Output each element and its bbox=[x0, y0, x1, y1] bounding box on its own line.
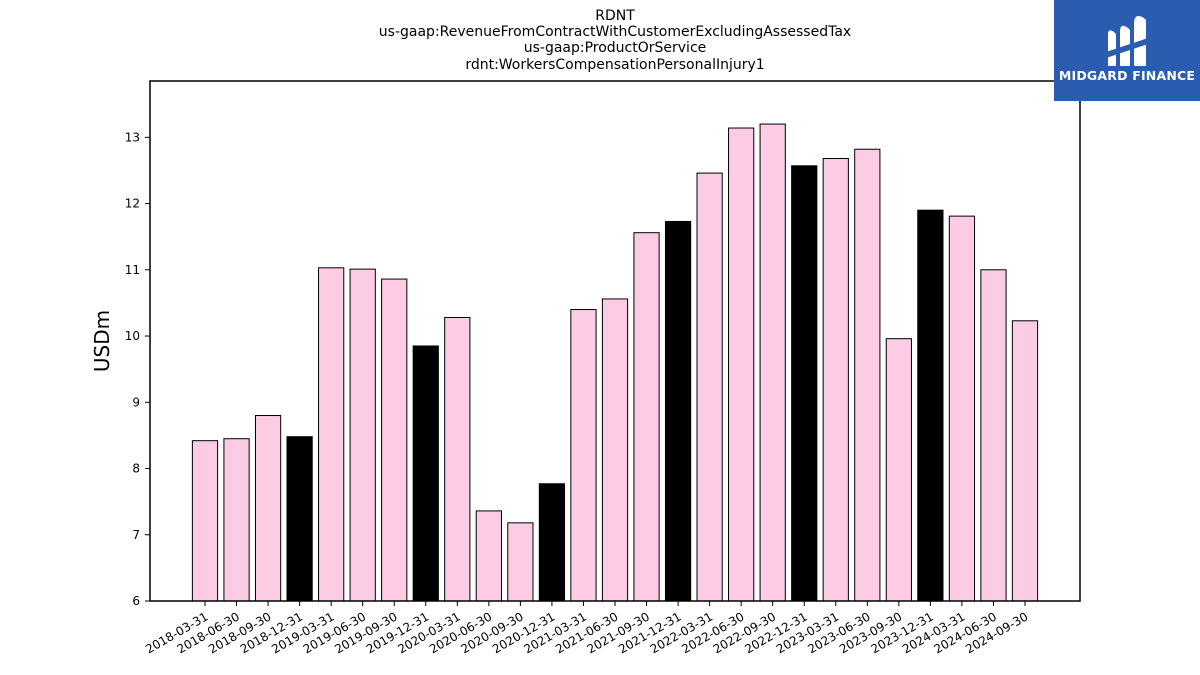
title-axis: us-gaap:ProductOrService bbox=[524, 40, 707, 56]
brand-name: MIDGARD FINANCE bbox=[1058, 68, 1196, 83]
x-axis: 2018-03-312018-06-302018-09-302018-12-31… bbox=[143, 601, 1031, 656]
bar-2022-12-31 bbox=[791, 165, 818, 602]
y-axis: 6 7 8 9 10 11 12 13 bbox=[125, 130, 150, 608]
midgard-logo-icon bbox=[1106, 16, 1148, 66]
bar-2021-12-31 bbox=[664, 220, 692, 602]
y-tick-label: 9 bbox=[132, 395, 140, 409]
bar-2019-03-31 bbox=[318, 267, 345, 602]
y-tick-label: 8 bbox=[132, 462, 140, 476]
title-ticker: RDNT bbox=[595, 8, 635, 24]
bar-2019-09-30 bbox=[381, 278, 408, 602]
bar-2023-06-30 bbox=[854, 148, 881, 602]
bar-2020-03-31 bbox=[444, 316, 471, 602]
y-tick-label: 7 bbox=[132, 528, 140, 542]
bar-2019-06-30 bbox=[349, 268, 376, 602]
bar-2024-06-30 bbox=[980, 269, 1007, 602]
y-axis-label: USDm bbox=[90, 310, 114, 372]
plot-frame bbox=[149, 80, 1081, 602]
bar-2024-03-31 bbox=[948, 215, 976, 602]
title-concept: us-gaap:RevenueFromContractWithCustomerE… bbox=[379, 24, 851, 40]
bar-2018-09-30 bbox=[254, 415, 282, 602]
bar-2020-12-31 bbox=[538, 483, 566, 602]
bar-2022-09-30 bbox=[759, 123, 786, 602]
bars bbox=[191, 123, 1039, 602]
y-tick-label: 11 bbox=[125, 263, 140, 277]
y-tick-label: 6 bbox=[132, 594, 140, 608]
bar-2021-09-30 bbox=[633, 232, 660, 602]
y-tick-label: 10 bbox=[125, 329, 140, 343]
title-member: rdnt:WorkersCompensationPersonalInjury1 bbox=[465, 57, 764, 73]
bar-2018-03-31 bbox=[191, 440, 219, 602]
bar-2023-12-31 bbox=[917, 209, 944, 602]
bar-2020-06-30 bbox=[475, 510, 502, 602]
bar-2021-03-31 bbox=[570, 309, 597, 602]
bar-2019-12-31 bbox=[412, 345, 439, 602]
bar-2022-06-30 bbox=[728, 127, 755, 602]
bar-2022-03-31 bbox=[696, 172, 723, 602]
y-tick-label: 12 bbox=[125, 197, 140, 211]
bar-2023-03-31 bbox=[822, 158, 849, 602]
y-tick-label: 13 bbox=[125, 130, 140, 144]
bar-2021-06-30 bbox=[601, 298, 629, 602]
bar-2023-09-30 bbox=[885, 338, 912, 602]
bar-2024-09-30 bbox=[1011, 320, 1039, 602]
brand-logo: MIDGARD FINANCE bbox=[1054, 0, 1200, 101]
chart-title: RDNT us-gaap:RevenueFromContractWithCust… bbox=[379, 8, 851, 73]
bar-2018-06-30 bbox=[223, 438, 250, 602]
bar-2020-09-30 bbox=[507, 522, 534, 602]
bar-2018-12-31 bbox=[286, 436, 313, 602]
